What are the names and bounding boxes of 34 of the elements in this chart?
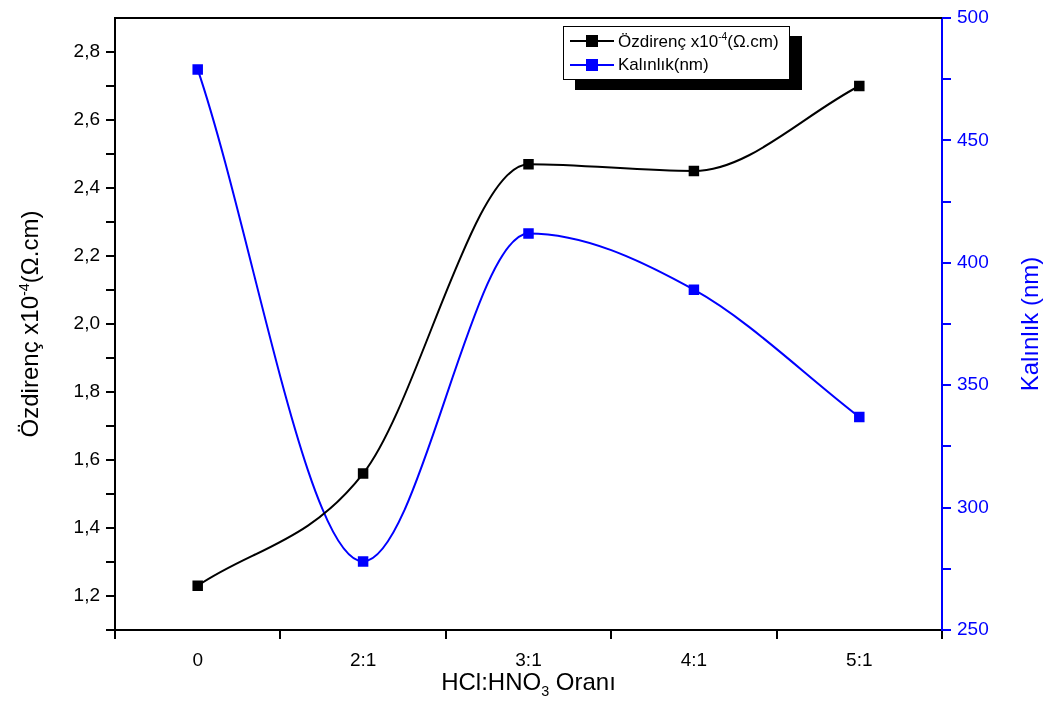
legend-label: Özdirenç x10$^{-4}$(Ω.cm)	[618, 30, 779, 52]
x-tick-label: 3:1	[515, 648, 542, 670]
point	[688, 165, 700, 177]
y-tick-label: 1,6	[73, 448, 100, 470]
y-tick-label: 1,4	[73, 516, 101, 538]
y2-tick-label: 500	[957, 6, 989, 28]
point	[192, 580, 203, 592]
x-tick-label: 4:1	[680, 648, 708, 670]
y-tick-label: 2,8	[73, 40, 100, 62]
y-tick-label: 1,8	[73, 380, 100, 402]
y-tick-label: 2,0	[73, 312, 100, 334]
x-tick-label: 5:1	[846, 648, 873, 670]
y2-tick-label: 300	[957, 495, 989, 517]
point	[357, 556, 369, 567]
y-tick-label: 2,4	[73, 176, 101, 198]
point	[357, 468, 369, 479]
x-axis-title: HCl:HNO$_{3}$ Oranı	[441, 668, 616, 699]
y2-tick-label: 350	[957, 373, 989, 395]
y2-tick-label: 250	[957, 618, 989, 640]
x-tick-label: 2:1	[349, 648, 377, 670]
point	[523, 158, 534, 170]
y-tick-label: 2,6	[73, 108, 100, 130]
point	[192, 64, 203, 75]
y-tick-label: 2,2	[73, 244, 100, 266]
x-tick-label: 0	[192, 648, 203, 670]
point	[523, 228, 534, 239]
point	[854, 80, 865, 92]
y2-axis-title: Kalınlık (nm)	[1016, 256, 1044, 392]
point	[854, 411, 865, 423]
point	[688, 284, 700, 295]
y2-tick-label: 400	[957, 251, 989, 273]
y-tick-label: 1,2	[73, 584, 100, 606]
legend-label: Kalınlık(nm)	[618, 55, 709, 75]
y2-tick-label: 450	[957, 128, 989, 150]
